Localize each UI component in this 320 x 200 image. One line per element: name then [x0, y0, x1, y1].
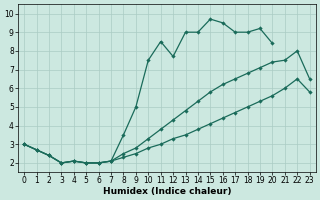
X-axis label: Humidex (Indice chaleur): Humidex (Indice chaleur)	[103, 187, 231, 196]
